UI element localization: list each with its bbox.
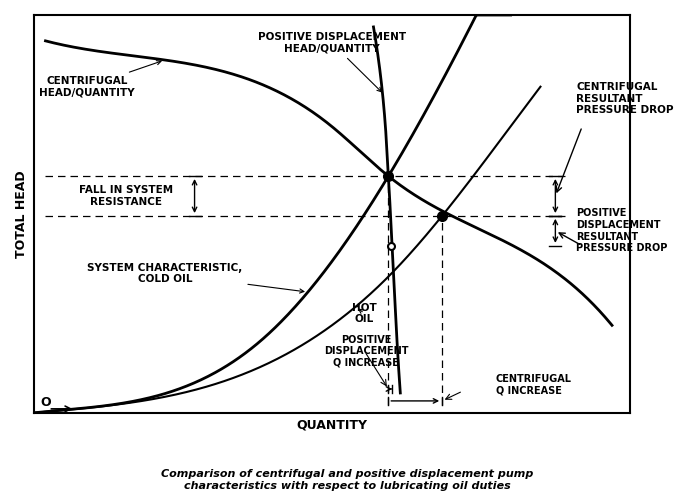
Text: Comparison of centrifugal and positive displacement pump
characteristics with re: Comparison of centrifugal and positive d… [161,469,533,491]
Text: O: O [40,396,51,409]
Y-axis label: TOTAL HEAD: TOTAL HEAD [15,170,28,258]
Text: POSITIVE
DISPLACEMENT
Q INCREASE: POSITIVE DISPLACEMENT Q INCREASE [324,335,409,368]
Text: FALL IN SYSTEM
RESISTANCE: FALL IN SYSTEM RESISTANCE [79,185,173,207]
X-axis label: QUANTITY: QUANTITY [296,419,367,432]
Text: CENTRIFUGAL
HEAD/QUANTITY: CENTRIFUGAL HEAD/QUANTITY [40,61,161,97]
Text: CENTRIFUGAL
Q INCREASE: CENTRIFUGAL Q INCREASE [496,374,572,396]
Text: POSITIVE DISPLACEMENT
HEAD/QUANTITY: POSITIVE DISPLACEMENT HEAD/QUANTITY [257,32,406,92]
Text: HOT
OIL: HOT OIL [352,303,377,324]
Text: SYSTEM CHARACTERISTIC,
COLD OIL: SYSTEM CHARACTERISTIC, COLD OIL [87,263,304,293]
Text: POSITIVE
DISPLACEMENT
RESULTANT
PRESSURE DROP: POSITIVE DISPLACEMENT RESULTANT PRESSURE… [576,208,668,253]
Text: CENTRIFUGAL
RESULTANT
PRESSURE DROP: CENTRIFUGAL RESULTANT PRESSURE DROP [576,82,674,115]
